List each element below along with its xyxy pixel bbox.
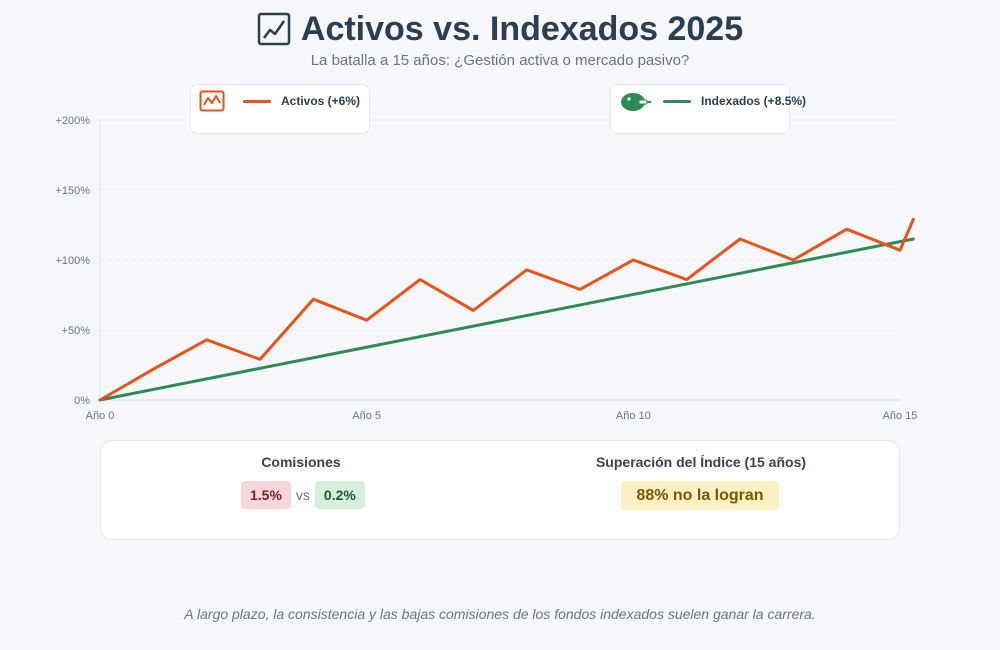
legend-label-index: Indexados (+8.5%) [701,94,807,108]
x-tick-label: Año 15 [883,410,918,422]
fees-comparison: 1.5% vs 0.2% [241,481,365,509]
outperformance-badge: 88% no la logran [621,481,779,510]
chart-increasing-icon [257,12,291,46]
legend-swatch-active [243,100,271,103]
title-row: Activos vs. Indexados 2025 [0,8,1000,50]
vs-label: vs [295,487,310,503]
series-line-active [98,217,915,402]
fees-title: Comisiones [261,454,341,470]
index-fee-badge: 0.2% [314,481,365,509]
y-tick-label: 0% [74,395,90,407]
series-line-index [98,237,915,402]
outperformance-title: Superación del Índice (15 años) [595,454,807,470]
legend-label-active: Activos (+6%) [281,94,361,108]
y-tick-label: +50% [62,325,91,337]
footnote: A largo plazo, la consistencia y las baj… [184,606,816,622]
piggy-bank-icon [621,93,651,111]
legend-item-index: Indexados (+8.5%) [610,84,806,134]
y-tick-label: +200% [55,115,90,127]
page-subtitle: La batalla a 15 años: ¿Gestión activa o … [310,52,690,69]
stats-panel: Comisiones 1.5% vs 0.2% Superación del Í… [100,440,900,540]
header: Activos vs. Indexados 2025 [0,8,1000,50]
x-tick-label: Año 5 [352,410,381,422]
x-tick-label: Año 10 [616,410,651,422]
chart-icon [199,90,225,112]
active-fee-badge: 1.5% [241,481,291,509]
y-tick-label: +150% [55,185,90,197]
y-tick-label: +100% [55,255,90,267]
page-title: Activos vs. Indexados 2025 [300,9,744,48]
x-tick-label: Año 0 [86,410,115,422]
legend-swatch-index [663,100,691,103]
line-chart: 0% +50% +100% +150% +200% Año 0 Año 5 Año 10 Año… [55,115,918,422]
legend-item-active: Activos (+6%) [190,84,370,134]
